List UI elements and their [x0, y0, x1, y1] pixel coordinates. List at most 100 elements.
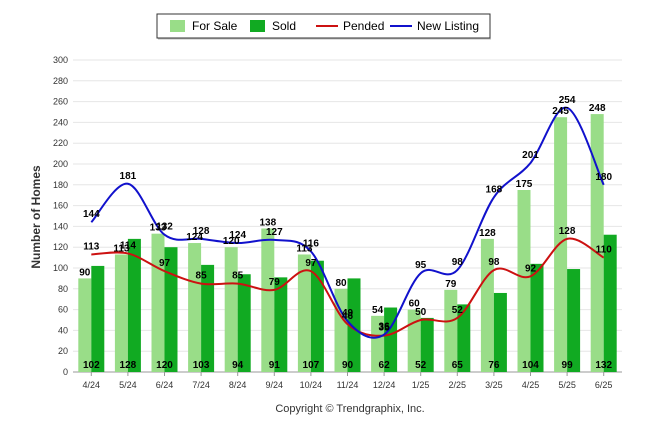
data-label-for-sale: 245 — [552, 106, 569, 117]
data-label-sold: 65 — [452, 360, 464, 371]
bar-sold — [530, 263, 544, 372]
copyright-credit: Copyright © Trendgraphix, Inc. — [275, 403, 424, 415]
y-tick-label: 300 — [53, 55, 68, 65]
data-label-pended: 79 — [269, 277, 281, 288]
data-label-sold: 76 — [488, 360, 500, 371]
x-tick-label: 11/24 — [337, 380, 359, 390]
y-tick-label: 0 — [63, 367, 68, 377]
y-tick-label: 60 — [58, 305, 68, 315]
x-tick-label: 7/24 — [192, 380, 210, 390]
data-label-sold: 120 — [156, 360, 173, 371]
bar-sold — [310, 260, 324, 372]
y-tick-label: 140 — [53, 221, 68, 231]
data-label-for-sale: 90 — [79, 267, 91, 278]
bar-for-sale — [261, 228, 275, 372]
bar-for-sale — [554, 117, 568, 372]
bar-for-sale — [371, 315, 385, 372]
data-label-for-sale: 133 — [150, 223, 167, 234]
y-tick-label: 200 — [53, 159, 68, 169]
y-tick-label: 260 — [53, 97, 68, 107]
bar-for-sale — [78, 278, 92, 372]
y-tick-label: 120 — [53, 242, 68, 252]
data-label-for-sale: 124 — [186, 232, 203, 243]
x-tick-label: 3/25 — [485, 380, 503, 390]
data-label-sold: 102 — [83, 360, 100, 371]
data-label-new-listing: 180 — [595, 172, 612, 183]
data-label-for-sale: 54 — [372, 305, 384, 316]
data-label-pended: 97 — [159, 258, 171, 269]
y-axis-ticks: 0 20 40 60 80 100 120 140 160 180 200 220 240 260 280 3… — [53, 55, 68, 377]
y-tick-label: 240 — [53, 117, 68, 127]
x-tick-label: 8/24 — [229, 380, 247, 390]
legend-label-new-listing: New Listing — [417, 19, 479, 33]
line-new-listing — [90, 106, 605, 339]
x-tick-label: 12/24 — [373, 380, 396, 390]
bars — [78, 114, 617, 372]
y-tick-label: 280 — [53, 76, 68, 86]
bar-sold — [493, 292, 507, 372]
bar-sold — [567, 269, 581, 372]
data-label-new-listing: 132 — [156, 222, 173, 233]
x-tick-label: 6/25 — [595, 380, 613, 390]
data-label-pended: 85 — [196, 271, 208, 282]
data-label-new-listing: 116 — [303, 238, 320, 249]
x-tick-label: 10/24 — [300, 380, 323, 390]
x-tick-label: 9/24 — [266, 380, 284, 390]
data-label-new-listing: 201 — [522, 150, 539, 161]
legend-swatch-sold — [250, 20, 265, 32]
bar-sold — [201, 264, 215, 372]
legend-label-pended: Pended — [343, 19, 384, 33]
x-tick-label: 4/25 — [522, 380, 540, 390]
x-tick-label: 1/25 — [412, 380, 430, 390]
y-tick-label: 80 — [58, 284, 68, 294]
data-label-pended: 50 — [415, 307, 427, 318]
data-label-pended: 98 — [488, 257, 500, 268]
bar-for-sale — [188, 243, 202, 372]
x-tick-label: 4/24 — [83, 380, 101, 390]
data-label-pended: 97 — [305, 258, 317, 269]
bar-sold — [603, 234, 617, 372]
x-tick-label: 2/25 — [449, 380, 467, 390]
bar-sold — [127, 238, 141, 372]
data-label-pended: 92 — [525, 263, 537, 274]
data-label-new-listing: 181 — [120, 171, 137, 182]
bar-sold — [91, 265, 105, 372]
bar-sold — [164, 247, 178, 372]
bar-for-sale — [407, 309, 421, 372]
x-tick-label: 5/24 — [119, 380, 137, 390]
data-label-pended: 35 — [379, 323, 391, 334]
series-lines — [90, 106, 605, 339]
data-label-pended: 52 — [452, 305, 464, 316]
data-label-for-sale: 248 — [589, 103, 606, 114]
data-label-pended: 46 — [342, 311, 354, 322]
data-label-for-sale: 175 — [516, 179, 533, 190]
data-label-sold: 94 — [232, 360, 244, 371]
data-label-new-listing: 168 — [486, 184, 503, 195]
data-label-sold: 104 — [522, 360, 539, 371]
bar-for-sale — [517, 190, 531, 372]
data-label-pended: 114 — [120, 240, 137, 251]
y-tick-label: 220 — [53, 138, 68, 148]
bar-sold — [420, 317, 434, 372]
bar-for-sale — [590, 114, 604, 372]
data-label-new-listing: 128 — [193, 226, 210, 237]
bar-for-sale — [297, 254, 311, 372]
data-label-sold: 103 — [193, 360, 210, 371]
data-label-new-listing: 144 — [83, 209, 100, 220]
x-tick-label: 5/25 — [558, 380, 576, 390]
data-label-new-listing: 254 — [559, 95, 576, 106]
data-label-for-sale: 138 — [259, 217, 276, 228]
data-label-sold: 107 — [303, 360, 320, 371]
legend: For Sale Sold Pended New Listing — [156, 13, 491, 40]
data-label-new-listing: 124 — [229, 230, 246, 241]
bar-sold — [237, 274, 251, 372]
data-label-for-sale: 80 — [335, 278, 347, 289]
line-pended — [91, 237, 605, 337]
data-label-new-listing: 127 — [266, 227, 283, 238]
data-label-sold: 62 — [379, 360, 391, 371]
legend-label-for-sale: For Sale — [192, 19, 238, 33]
x-tick-label: 6/24 — [156, 380, 174, 390]
data-label-pended: 110 — [596, 245, 613, 256]
y-tick-label: 20 — [58, 346, 68, 356]
